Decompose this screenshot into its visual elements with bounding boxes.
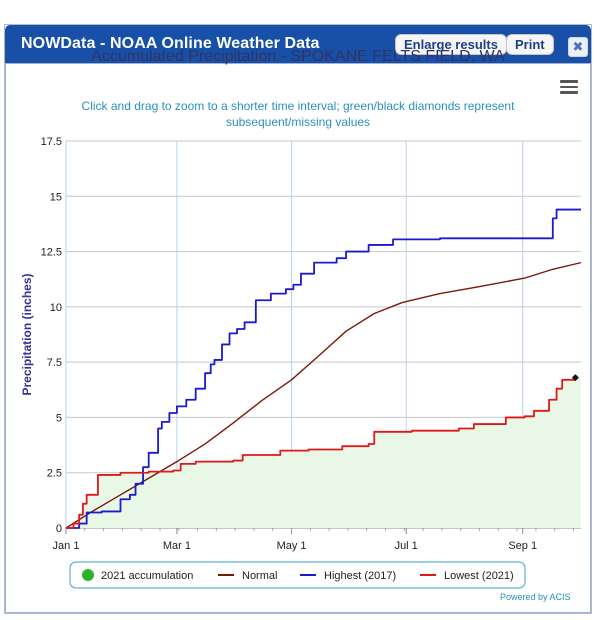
legend-label-2021-accumulation[interactable]: 2021 accumulation bbox=[101, 570, 193, 582]
legend-label-normal[interactable]: Normal bbox=[242, 570, 277, 582]
x-tick-label: May 1 bbox=[277, 540, 307, 552]
y-tick-label: 0 bbox=[56, 523, 62, 535]
x-tick-label: Mar 1 bbox=[163, 540, 191, 552]
dialog-titlebar[interactable]: NOWData - NOAA Online Weather Data Enlar… bbox=[5, 25, 591, 63]
y-tick-label: 7.5 bbox=[47, 357, 62, 369]
legend-box bbox=[69, 561, 526, 589]
series-line-lowest-2021 bbox=[66, 377, 577, 529]
y-axis-title: Precipitation (inches) bbox=[20, 273, 34, 395]
legend-label-lowest-2021[interactable]: Lowest (2021) bbox=[444, 570, 514, 582]
end-diamond-marker bbox=[571, 374, 579, 382]
print-button[interactable]: Print bbox=[506, 34, 554, 55]
chart-subtitle: Click and drag to zoom to a shorter time… bbox=[81, 99, 515, 129]
y-tick-label: 2.5 bbox=[47, 468, 62, 480]
x-tick-label: Sep 1 bbox=[508, 540, 537, 552]
y-tick-label: 10 bbox=[50, 302, 62, 314]
close-button[interactable]: ✖ bbox=[568, 37, 588, 57]
powered-by-link[interactable]: Powered by ACIS bbox=[500, 592, 571, 602]
legend-swatch-2021-accumulation[interactable] bbox=[82, 569, 94, 581]
series-area-2021-accumulation bbox=[66, 377, 581, 528]
x-tick-label: Jan 1 bbox=[53, 540, 80, 552]
close-icon: ✖ bbox=[572, 39, 584, 54]
y-tick-label: 15 bbox=[50, 191, 62, 203]
legend-label-highest-2017[interactable]: Highest (2017) bbox=[324, 570, 396, 582]
dialog-title: NOWData - NOAA Online Weather Data bbox=[21, 35, 320, 52]
chart-menu-icon[interactable] bbox=[560, 80, 578, 94]
series-line-highest-2017 bbox=[66, 208, 581, 529]
y-tick-label: 12.5 bbox=[41, 247, 62, 259]
chart-title: Accumulated Precipitation - SPOKANE FELT… bbox=[91, 48, 505, 65]
x-tick-label: Jul 1 bbox=[395, 540, 418, 552]
series-line-normal bbox=[65, 261, 582, 529]
y-tick-label: 5 bbox=[56, 412, 62, 424]
y-tick-label: 17.5 bbox=[41, 136, 62, 148]
